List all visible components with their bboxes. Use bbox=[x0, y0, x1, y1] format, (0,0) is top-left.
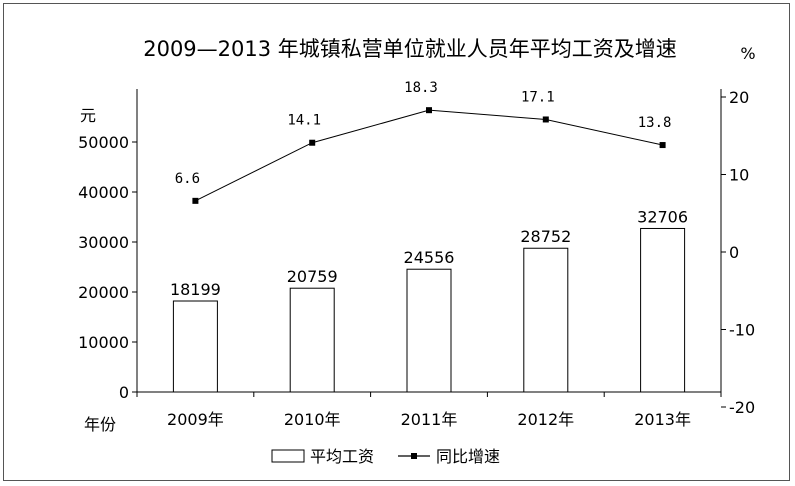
line-data-label: 13.8 bbox=[638, 115, 672, 131]
right-tick-label: -20 bbox=[729, 398, 755, 417]
legend-line-marker bbox=[411, 453, 417, 459]
bar-data-label: 24556 bbox=[404, 248, 455, 267]
bar bbox=[640, 227, 686, 393]
bar bbox=[406, 268, 452, 393]
line-data-label: 17.1 bbox=[521, 89, 555, 105]
bar-data-label: 20759 bbox=[287, 267, 338, 286]
left-tick-label: 30000 bbox=[78, 233, 129, 252]
x-axis-label: 年份 bbox=[84, 415, 116, 434]
legend-line-label: 同比增速 bbox=[436, 447, 500, 466]
line-point bbox=[426, 107, 432, 114]
left-tick-label: 20000 bbox=[78, 283, 129, 302]
growth-line bbox=[195, 109, 663, 202]
right-tick-label: -10 bbox=[729, 321, 755, 340]
right-tick-label: 20 bbox=[729, 88, 749, 107]
line-point bbox=[192, 197, 199, 204]
left-axis-unit: 元 bbox=[80, 106, 96, 125]
line-data-label: 6.6 bbox=[175, 171, 200, 187]
bar bbox=[172, 300, 218, 393]
x-tick-label: 2009年 bbox=[167, 410, 224, 429]
chart-title: 2009—2013 年城镇私营单位就业人员年平均工资及增速 bbox=[143, 37, 677, 61]
right-axis-unit: % bbox=[740, 44, 755, 63]
line-point bbox=[309, 139, 316, 146]
bar-data-label: 32706 bbox=[637, 207, 688, 226]
line-data-label: 18.3 bbox=[404, 80, 438, 96]
x-tick-label: 2013年 bbox=[634, 410, 691, 429]
chart-svg: 2009—2013 年城镇私营单位就业人员年平均工资及增速 元 % 年份 181… bbox=[78, 37, 756, 466]
left-tick-label: 50000 bbox=[78, 133, 129, 152]
bar-data-label: 18199 bbox=[170, 280, 221, 299]
left-tick-label: 40000 bbox=[78, 183, 129, 202]
line-data-label: 14.1 bbox=[287, 113, 321, 129]
bar-data-label: 28752 bbox=[520, 227, 571, 246]
line-point bbox=[659, 142, 666, 149]
x-tick-label: 2012年 bbox=[517, 410, 574, 429]
chart-frame: 2009—2013 年城镇私营单位就业人员年平均工资及增速 元 % 年份 181… bbox=[3, 3, 790, 481]
left-tick-label: 10000 bbox=[78, 333, 129, 352]
right-tick-label: 0 bbox=[729, 243, 739, 262]
left-tick-label: 0 bbox=[119, 383, 129, 402]
line-point bbox=[542, 116, 549, 123]
x-tick-label: 2011年 bbox=[401, 410, 458, 429]
bar bbox=[289, 287, 335, 393]
right-tick-label: 10 bbox=[729, 166, 749, 185]
legend-bar-swatch bbox=[271, 449, 305, 463]
bar bbox=[523, 247, 569, 393]
legend-bar-label: 平均工资 bbox=[310, 447, 374, 466]
x-tick-label: 2010年 bbox=[284, 410, 341, 429]
